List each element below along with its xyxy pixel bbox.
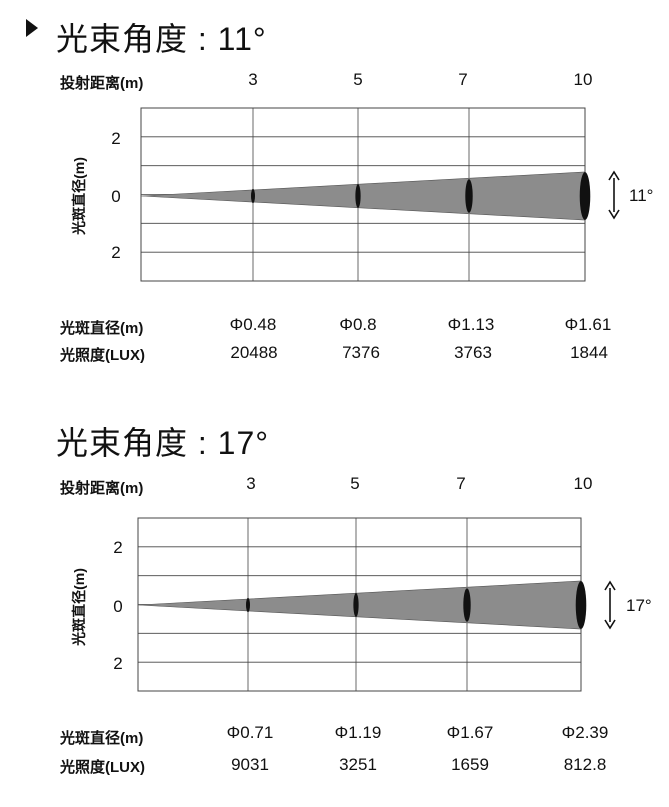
- illuminance-row-label: 光照度(LUX): [60, 347, 145, 364]
- illuminance-value: 20488: [230, 343, 278, 362]
- spot-ellipse: [575, 581, 587, 629]
- distance-row-label: 投射距离(m): [60, 480, 144, 497]
- spot-ellipse: [579, 172, 591, 220]
- distance-label: 3: [248, 70, 258, 89]
- illuminance-value: 1844: [570, 343, 608, 362]
- angle-label: 17°: [626, 596, 652, 615]
- illuminance-row-label: 光照度(LUX): [60, 759, 145, 776]
- panel-title: 光束角度 : 11°: [56, 21, 267, 57]
- y-tick-label: 2: [113, 654, 122, 673]
- distance-label: 10: [573, 474, 593, 493]
- panel-title: 光束角度 : 17°: [56, 425, 270, 461]
- beam-cone: [137, 580, 582, 630]
- spot-ellipse: [355, 184, 361, 208]
- distance-label: 3: [246, 474, 256, 493]
- y-tick-label: 2: [111, 243, 120, 262]
- y-tick-label: 2: [111, 129, 120, 148]
- diameter-value: Φ1.13: [447, 315, 495, 334]
- diameter-value: Φ1.67: [446, 723, 494, 742]
- diameter-value: Φ0.71: [226, 723, 274, 742]
- beam-plot: 2 0 2: [111, 107, 620, 282]
- spot-ellipse: [251, 188, 255, 204]
- beam-plot: 2 0 2: [113, 517, 616, 692]
- spot-ellipse: [465, 179, 473, 213]
- beam-cone: [140, 171, 586, 221]
- illuminance-value: 3763: [454, 343, 492, 362]
- y-tick-label: 0: [111, 187, 120, 206]
- illuminance-value: 7376: [342, 343, 380, 362]
- distance-label: 5: [353, 70, 363, 89]
- y-tick-label: 2: [113, 538, 122, 557]
- distance-label: 10: [573, 70, 593, 89]
- diameter-row-label: 光斑直径(m): [60, 730, 144, 747]
- spot-ellipse: [463, 588, 471, 622]
- angle-label: 11°: [629, 186, 654, 205]
- illuminance-value: 9031: [231, 755, 269, 774]
- diameter-value: Φ1.61: [564, 315, 612, 334]
- distance-row-label: 投射距离(m): [60, 75, 144, 92]
- distance-label: 5: [350, 474, 360, 493]
- spot-ellipse: [246, 597, 250, 613]
- diameter-value: Φ2.39: [561, 723, 609, 742]
- distance-label: 7: [458, 70, 468, 89]
- illuminance-value: 1659: [451, 755, 489, 774]
- play-arrow-icon: [26, 19, 38, 37]
- diameter-value: Φ0.8: [339, 315, 377, 334]
- illuminance-value: 3251: [339, 755, 377, 774]
- arrow-up-icon: [604, 580, 616, 591]
- distance-label: 7: [456, 474, 466, 493]
- arrow-up-icon: [608, 170, 620, 181]
- spot-ellipse: [353, 593, 359, 617]
- diameter-row-label: 光斑直径(m): [60, 320, 144, 337]
- arrow-down-icon: [608, 209, 620, 220]
- diameter-value: Φ1.19: [334, 723, 382, 742]
- y-tick-label: 0: [113, 597, 122, 616]
- illuminance-value: 812.8: [563, 755, 607, 774]
- diameter-value: Φ0.48: [229, 315, 277, 334]
- arrow-down-icon: [604, 619, 616, 630]
